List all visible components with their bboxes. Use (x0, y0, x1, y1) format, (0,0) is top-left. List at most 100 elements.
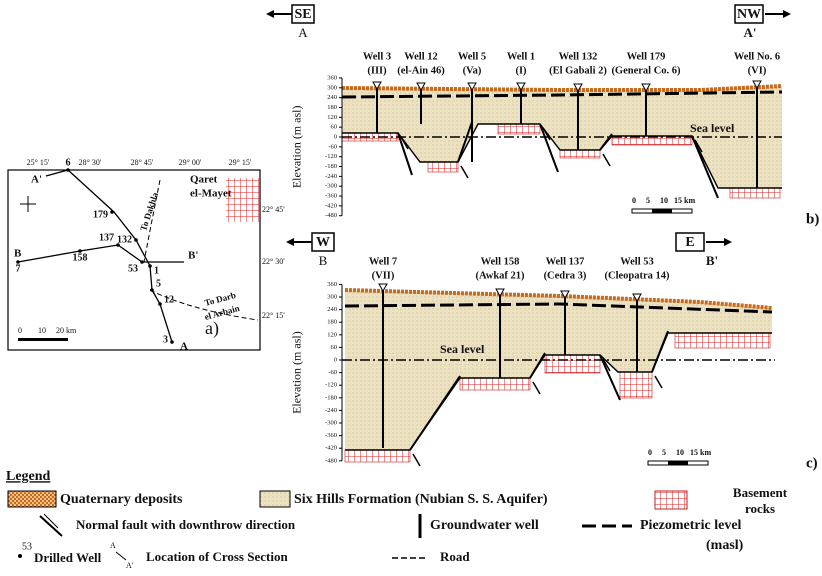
scale-label: 15 km (690, 448, 711, 457)
fault-arrow (412, 453, 421, 467)
scale-label: 5 (662, 448, 666, 457)
fault-arrow (542, 127, 551, 141)
section-end: A (298, 25, 308, 40)
well-name: Well No. 6 (734, 51, 780, 62)
road (143, 179, 259, 321)
well-id: (Cedra 3) (544, 270, 587, 281)
y-tick-label: 300 (327, 84, 337, 91)
y-tick-label: -60 (328, 369, 337, 376)
direction-box (734, 4, 764, 24)
well-id: (El Gabali 2) (549, 65, 607, 76)
y-axis-label: Elevation (m asl) (290, 331, 304, 414)
fault (529, 352, 546, 379)
quaternary (341, 84, 783, 92)
y-tick-label: -180 (325, 163, 337, 170)
legend-swatch (7, 490, 57, 508)
map-well (116, 243, 120, 247)
fault-arrow (532, 381, 541, 395)
legend-label: 53 (22, 541, 32, 552)
y-tick-label: 0 (334, 356, 337, 363)
scale-label: 0 (632, 196, 636, 205)
legend-title: Legend (6, 469, 51, 484)
map-well (16, 260, 20, 264)
y-tick-label: -120 (325, 382, 337, 389)
legend-drilled-well (18, 554, 22, 558)
well-name: Well 1 (507, 51, 535, 62)
direction: E (685, 235, 694, 250)
map-scale: 20 km (56, 326, 77, 335)
fault-arrow (400, 136, 409, 150)
fault-arrow (602, 358, 611, 372)
scale-label: 10 (660, 196, 668, 205)
fault-arrow (602, 153, 611, 167)
map-well-label: 12 (164, 294, 174, 305)
fault (457, 121, 473, 163)
map-well-label: 5 (156, 278, 161, 289)
section-end: B' (188, 250, 198, 262)
section-end: B' (706, 253, 718, 268)
well-marker (378, 283, 388, 293)
y-tick-label: -480 (325, 212, 337, 219)
fault (539, 123, 559, 173)
basement (674, 332, 771, 349)
well-marker (752, 80, 762, 90)
legend-label: Piezometric level (640, 518, 742, 533)
legend-section (115, 551, 127, 561)
y-tick-label: -240 (325, 173, 337, 180)
basement (559, 149, 601, 159)
direction-arrow-head (783, 10, 791, 18)
fault (397, 132, 413, 176)
map-right-coordinate: 22° 45' (262, 205, 285, 214)
well-name: Well 7 (369, 256, 397, 267)
y-axis-label: Elevation (m asl) (290, 106, 304, 189)
sea-level-label: Sea level (440, 342, 485, 356)
well-id: (Va) (463, 65, 482, 76)
y-tick-label: 360 (327, 281, 337, 288)
y-tick-label: 120 (327, 114, 337, 121)
legend-label: A (110, 541, 116, 550)
map-scale: 0 (18, 326, 22, 335)
well-name: Well 132 (559, 51, 598, 62)
formation (345, 290, 772, 450)
legend-fault (43, 513, 59, 529)
well-id: (General Co. 6) (611, 65, 681, 76)
map-top-coordinate: 28° 30' (79, 158, 102, 167)
well-id: (Awkaf 21) (475, 270, 525, 281)
legend-label: A' (126, 561, 134, 570)
panel-label: a) (205, 318, 219, 339)
legend-fault (39, 515, 63, 537)
map-locality: el-Mayet (190, 188, 232, 200)
map-well (158, 302, 162, 306)
y-tick-label: -360 (325, 193, 337, 200)
scale-label: 10 (676, 448, 684, 457)
fault (599, 133, 613, 151)
well-id: (III) (367, 65, 387, 76)
y-tick-label: 240 (327, 94, 337, 101)
fault (651, 330, 669, 373)
well-name: Well 12 (404, 51, 438, 62)
piezometric-level (344, 302, 773, 314)
sea-level-label: Sea level (690, 121, 735, 135)
legend-swatch (259, 490, 291, 508)
legend-label: (masl) (706, 538, 744, 553)
y-tick-label: 60 (331, 124, 338, 131)
direction: SE (294, 7, 311, 22)
y-tick-label: -300 (325, 183, 337, 190)
y-tick-label: 120 (327, 331, 337, 338)
well-id: (VII) (372, 270, 395, 281)
direction-arrow-head (266, 10, 274, 18)
basement (344, 449, 411, 463)
well-marker (573, 83, 583, 93)
y-tick-label: 240 (327, 306, 337, 313)
well-marker (641, 83, 651, 93)
y-tick-label: 300 (327, 293, 337, 300)
y-tick-label: 180 (327, 104, 337, 111)
well-marker (516, 82, 526, 92)
map-well-label: 179 (93, 209, 108, 220)
quaternary (344, 288, 773, 310)
direction-box (291, 4, 315, 24)
y-tick-label: -360 (325, 432, 337, 439)
y-tick-label: -300 (325, 419, 337, 426)
y-tick-label: -480 (325, 457, 337, 464)
